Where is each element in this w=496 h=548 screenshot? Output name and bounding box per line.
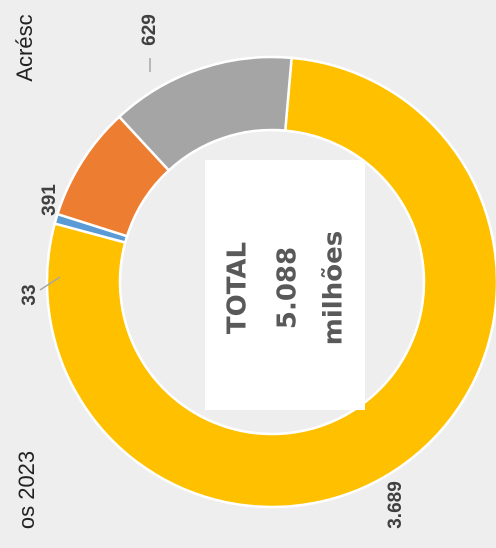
side-label: Acrésc — [12, 14, 37, 81]
data-label: 629 — [139, 14, 160, 46]
center-total: 5.088 — [273, 247, 303, 329]
side-label: os 2023 — [14, 451, 39, 529]
center-title: TOTAL — [223, 242, 253, 334]
slice — [45, 56, 496, 509]
donut — [45, 55, 496, 509]
center-box — [205, 160, 365, 410]
leader-line — [39, 276, 61, 291]
slice — [117, 55, 293, 173]
data-label: 391 — [39, 184, 60, 216]
data-label: 3.689 — [385, 481, 406, 529]
center-unit: milhões — [319, 231, 349, 345]
data-label: 33 — [19, 284, 40, 305]
